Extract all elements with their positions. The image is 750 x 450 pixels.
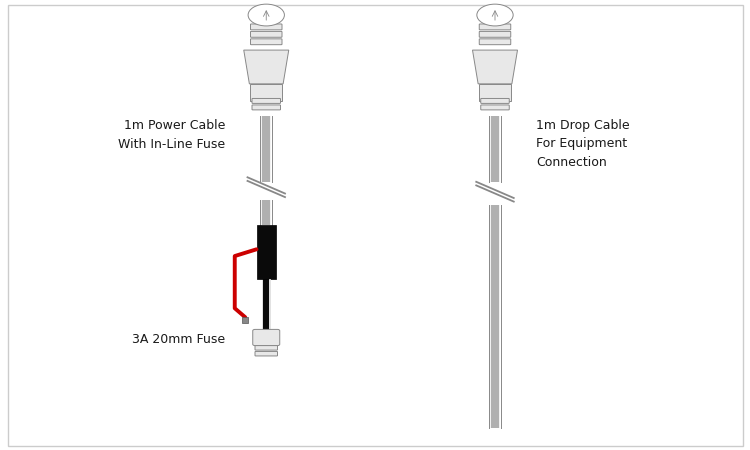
Bar [251, 84, 282, 101]
FancyBboxPatch shape [481, 105, 509, 110]
FancyBboxPatch shape [479, 32, 511, 37]
Circle shape [477, 4, 513, 26]
FancyBboxPatch shape [252, 105, 280, 110]
Text: 1m Drop Cable
For Equipment
Connection: 1m Drop Cable For Equipment Connection [536, 118, 630, 170]
Bar [256, 225, 276, 279]
Polygon shape [244, 50, 289, 84]
FancyBboxPatch shape [251, 32, 282, 37]
FancyBboxPatch shape [251, 39, 282, 45]
FancyBboxPatch shape [479, 24, 511, 30]
FancyBboxPatch shape [253, 329, 280, 346]
Polygon shape [472, 50, 518, 84]
Text: 3A 20mm Fuse: 3A 20mm Fuse [132, 333, 225, 346]
FancyBboxPatch shape [252, 99, 280, 104]
Bar [479, 84, 511, 101]
FancyBboxPatch shape [251, 24, 282, 30]
FancyBboxPatch shape [255, 351, 278, 356]
FancyBboxPatch shape [481, 99, 509, 104]
Circle shape [248, 4, 284, 26]
Bar [242, 317, 248, 323]
FancyBboxPatch shape [255, 346, 278, 350]
Text: 1m Power Cable
With In-Line Fuse: 1m Power Cable With In-Line Fuse [118, 119, 225, 151]
FancyBboxPatch shape [479, 39, 511, 45]
